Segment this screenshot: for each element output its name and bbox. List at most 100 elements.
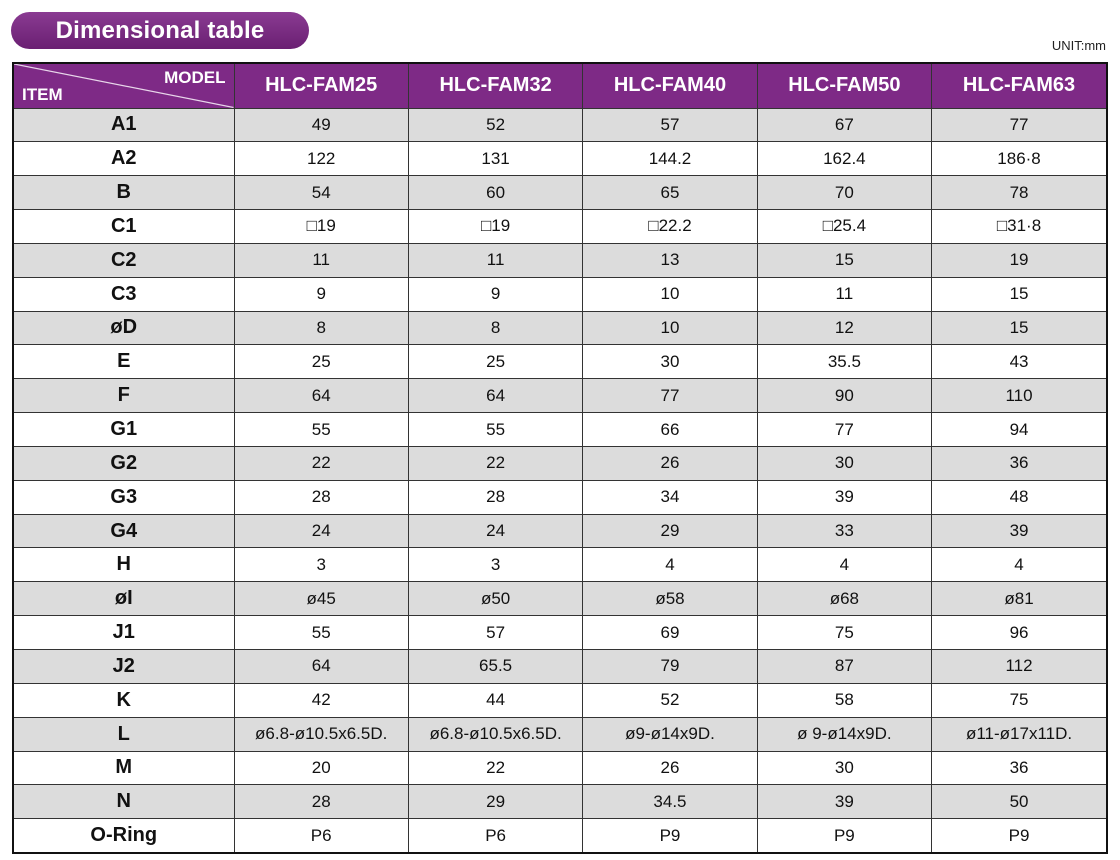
value-cell: 78 xyxy=(931,175,1106,210)
value-cell: 48 xyxy=(931,479,1106,515)
value-cell: 64 xyxy=(407,378,583,413)
corner-model-label: MODEL xyxy=(164,68,226,87)
value-cell: 52 xyxy=(582,682,758,718)
value-cell: 55 xyxy=(407,412,583,447)
value-cell: 24 xyxy=(407,513,583,548)
value-cell: 64 xyxy=(233,649,409,684)
value-cell: 64 xyxy=(233,378,409,413)
value-cell: 30 xyxy=(582,344,758,379)
value-cell: 29 xyxy=(582,513,758,548)
value-cell: 12 xyxy=(756,310,932,345)
table-row: G3 28 28 34 39 48 xyxy=(14,479,1106,515)
value-cell: 3 xyxy=(233,547,409,582)
item-label-cell: K xyxy=(14,682,235,718)
table-row: J2 64 65.5 79 87 112 xyxy=(14,649,1106,684)
value-cell: 70 xyxy=(756,175,932,210)
value-cell: □19 xyxy=(233,209,409,244)
model-header: HLC-FAM25 xyxy=(233,64,409,108)
value-cell: 10 xyxy=(582,310,758,345)
value-cell: 11 xyxy=(756,276,932,312)
value-cell: 54 xyxy=(233,175,409,210)
model-header: HLC-FAM32 xyxy=(407,64,583,108)
value-cell: 24 xyxy=(233,513,409,548)
corner-item-label: ITEM xyxy=(22,84,63,104)
value-cell: □22.2 xyxy=(582,209,758,244)
value-cell: ø 9-ø14x9D. xyxy=(756,716,932,752)
value-cell: 26 xyxy=(582,445,758,481)
value-cell: P9 xyxy=(931,818,1106,852)
table-row: G1 55 55 66 77 94 xyxy=(14,412,1106,447)
value-cell: 90 xyxy=(756,378,932,413)
item-label-cell: F xyxy=(14,378,235,413)
value-cell: 36 xyxy=(931,750,1106,785)
value-cell: 77 xyxy=(756,412,932,447)
item-label-cell: G3 xyxy=(14,479,235,515)
table-row: B 54 60 65 70 78 xyxy=(14,175,1106,210)
value-cell: 26 xyxy=(582,750,758,785)
value-cell: 8 xyxy=(407,310,583,345)
value-cell: 19 xyxy=(931,242,1106,278)
item-label-cell: N xyxy=(14,784,235,819)
value-cell: ø9-ø14x9D. xyxy=(582,716,758,752)
model-header: HLC-FAM50 xyxy=(756,64,932,108)
value-cell: 15 xyxy=(756,242,932,278)
item-label-cell: J1 xyxy=(14,615,235,650)
value-cell: 22 xyxy=(233,445,409,481)
value-cell: 11 xyxy=(233,242,409,278)
table-row: øI ø45 ø50 ø58 ø68 ø81 xyxy=(14,581,1106,616)
value-cell: 15 xyxy=(931,276,1106,312)
value-cell: 77 xyxy=(582,378,758,413)
value-cell: 52 xyxy=(407,107,583,142)
item-label-cell: O-Ring xyxy=(14,818,235,852)
value-cell: 10 xyxy=(582,276,758,312)
model-header: HLC-FAM63 xyxy=(931,64,1106,108)
item-label-cell: B xyxy=(14,175,235,210)
value-cell: 65 xyxy=(582,175,758,210)
item-label-cell: G4 xyxy=(14,513,235,548)
value-cell: 8 xyxy=(233,310,409,345)
item-label-cell: L xyxy=(14,716,235,752)
model-header: HLC-FAM40 xyxy=(582,64,758,108)
value-cell: P6 xyxy=(233,818,409,852)
value-cell: ø81 xyxy=(931,581,1106,616)
value-cell: ø11-ø17x11D. xyxy=(931,716,1106,752)
value-cell: 30 xyxy=(756,750,932,785)
value-cell: P6 xyxy=(407,818,583,852)
value-cell: 96 xyxy=(931,615,1106,650)
value-cell: P9 xyxy=(582,818,758,852)
value-cell: ø68 xyxy=(756,581,932,616)
item-label-cell: A1 xyxy=(14,107,235,142)
item-label-cell: G2 xyxy=(14,445,235,481)
item-label-cell: C1 xyxy=(14,209,235,244)
value-cell: 36 xyxy=(931,445,1106,481)
value-cell: 22 xyxy=(407,445,583,481)
value-cell: ø6.8-ø10.5x6.5D. xyxy=(233,716,409,752)
value-cell: 44 xyxy=(407,682,583,718)
item-label-cell: C2 xyxy=(14,242,235,278)
value-cell: 77 xyxy=(931,107,1106,142)
item-label-cell: G1 xyxy=(14,412,235,447)
value-cell: □19 xyxy=(407,209,583,244)
value-cell: 4 xyxy=(931,547,1106,582)
value-cell: 69 xyxy=(582,615,758,650)
value-cell: 34 xyxy=(582,479,758,515)
value-cell: 4 xyxy=(756,547,932,582)
value-cell: 79 xyxy=(582,649,758,684)
value-cell: 112 xyxy=(931,649,1106,684)
value-cell: 94 xyxy=(931,412,1106,447)
item-label-cell: øI xyxy=(14,581,235,616)
value-cell: 29 xyxy=(407,784,583,819)
corner-header-cell: MODEL ITEM xyxy=(14,64,234,108)
value-cell: □31·8 xyxy=(931,209,1106,244)
table-row: K 42 44 52 58 75 xyxy=(14,682,1106,718)
dimensional-table: MODEL ITEM HLC-FAM25 HLC-FAM32 HLC-FAM40… xyxy=(12,62,1108,854)
item-label-cell: H xyxy=(14,547,235,582)
table-row: J1 55 57 69 75 96 xyxy=(14,615,1106,650)
unit-label: UNIT:mm xyxy=(1051,38,1106,53)
value-cell: 58 xyxy=(756,682,932,718)
value-cell: 9 xyxy=(233,276,409,312)
header-row: MODEL ITEM HLC-FAM25 HLC-FAM32 HLC-FAM40… xyxy=(14,64,1106,108)
item-label-cell: J2 xyxy=(14,649,235,684)
table-row: A1 49 52 57 67 77 xyxy=(14,107,1106,142)
table-row: N 28 29 34.5 39 50 xyxy=(14,784,1106,819)
